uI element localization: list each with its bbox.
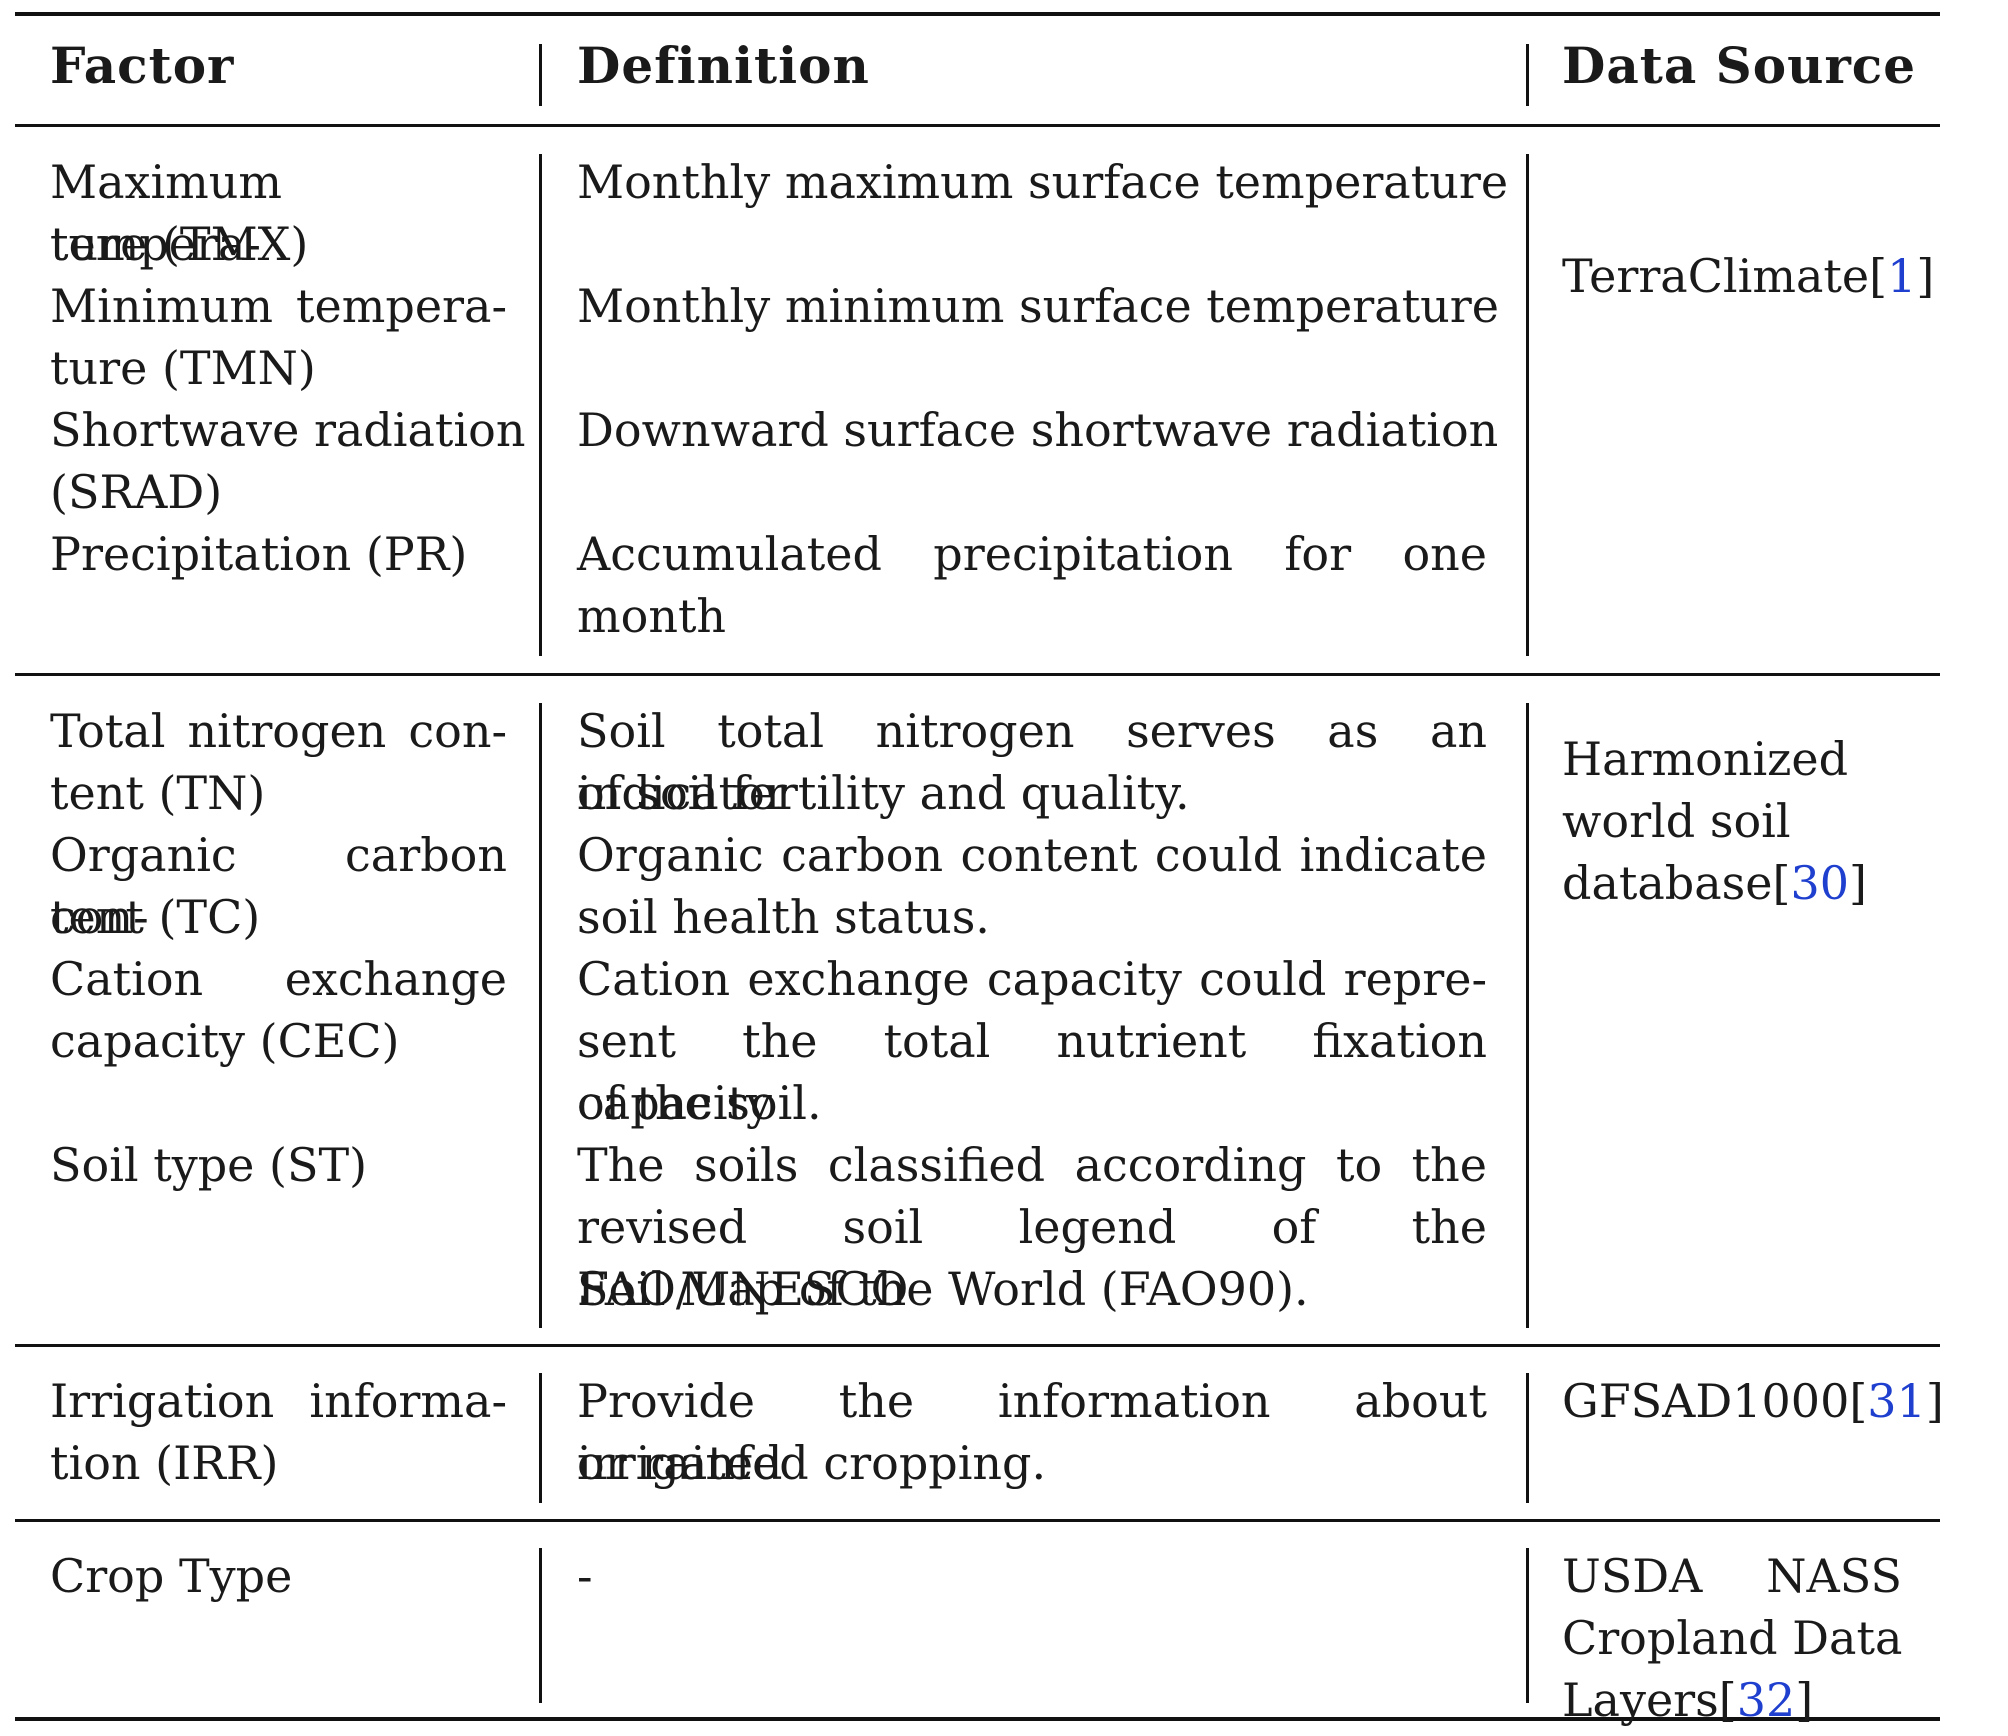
column-separator: [539, 44, 542, 106]
definition-line: month: [577, 589, 727, 643]
factor-line: Soil type (ST): [50, 1138, 368, 1192]
source-cell: USDA NASS Cropland Data Layers[32]: [1562, 1545, 1902, 1731]
factor-line: Shortwave radiation: [50, 403, 526, 457]
definition-line: soil health status.: [577, 890, 990, 944]
header-definition: Definition: [577, 36, 870, 95]
citation-link[interactable]: 30: [1790, 856, 1849, 910]
factor-line: tion (IRR): [50, 1436, 279, 1490]
factor-line: tent (TC): [50, 890, 261, 944]
header-data-source: Data Source: [1562, 36, 1917, 95]
column-separator: [539, 154, 542, 656]
group-rule: [15, 673, 1940, 676]
factor-line: Minimum tempera-: [50, 279, 507, 333]
definition-line: Monthly maximum surface temperature: [577, 155, 1509, 209]
source-line: database[30]: [1562, 856, 1867, 910]
source-cell: GFSAD1000[31]: [1562, 1370, 1962, 1432]
definition-line: Accumulated precipitation for one: [577, 527, 1487, 581]
factor-line: Total nitrogen con-: [50, 704, 507, 758]
column-separator: [1526, 703, 1529, 1328]
header-rule: [15, 124, 1940, 127]
source-name: Layers: [1562, 1673, 1719, 1727]
definition-line: Downward surface shortwave radiation: [577, 403, 1499, 457]
definition-line: of soil fertility and quality.: [577, 766, 1190, 820]
column-separator: [1526, 1373, 1529, 1503]
definition-line: Provide the information about irrigated: [577, 1374, 1487, 1490]
factor-line: Irrigation informa-: [50, 1374, 507, 1428]
definition-cell: Monthly maximum surface temperature Mont…: [577, 151, 1509, 647]
header-factor: Factor: [50, 36, 235, 95]
citation-link[interactable]: 31: [1867, 1374, 1926, 1428]
source-line: Layers[32]: [1562, 1673, 1814, 1727]
factor-cell: Crop Type: [50, 1545, 507, 1607]
column-separator: [1526, 1548, 1529, 1703]
definition-line: Organic carbon content could indicate: [577, 828, 1487, 882]
source-name: TerraClimate: [1562, 249, 1870, 303]
source-line: GFSAD1000[31]: [1562, 1374, 1944, 1428]
column-separator: [539, 703, 542, 1328]
source-name: database: [1562, 856, 1773, 910]
group-rule: [15, 1519, 1940, 1522]
column-separator: [539, 1373, 542, 1503]
factor-line: (SRAD): [50, 465, 223, 519]
definition-line: revised soil legend of the FAO/UNESCO: [577, 1200, 1487, 1316]
group-rule: [15, 1344, 1940, 1347]
factor-line: Crop Type: [50, 1549, 293, 1603]
citation-link[interactable]: 32: [1736, 1673, 1796, 1727]
column-separator: [1526, 154, 1529, 656]
bottom-rule: [15, 1717, 1940, 1721]
factor-line: tent (TN): [50, 766, 266, 820]
definition-line: sent the total nutrient fixation capacit…: [577, 1014, 1487, 1130]
factor-line: ture (TMX): [50, 217, 309, 271]
definition-line: The soils classified according to the: [577, 1138, 1487, 1192]
definition-cell: -: [577, 1545, 1487, 1607]
source-line: Cropland Data: [1562, 1611, 1903, 1665]
definition-cell: Provide the information about irrigated …: [577, 1370, 1487, 1494]
citation-link[interactable]: 1: [1887, 249, 1917, 303]
factor-line: Cation exchange: [50, 952, 507, 1006]
source-line: Harmonized: [1562, 732, 1849, 786]
factor-cell: Total nitrogen con- tent (TN) Organic ca…: [50, 700, 507, 1196]
definition-line: Monthly minimum surface temperature: [577, 279, 1500, 333]
definition-line: -: [577, 1549, 593, 1603]
factor-line: Precipitation (PR): [50, 527, 468, 581]
definition-line: Soil Map of the World (FAO90).: [577, 1262, 1309, 1316]
factor-line: ture (TMN): [50, 341, 316, 395]
factor-cell: Irrigation informa- tion (IRR): [50, 1370, 507, 1494]
factor-line: capacity (CEC): [50, 1014, 400, 1068]
column-separator: [539, 1548, 542, 1703]
factor-line: Organic carbon con-: [50, 828, 507, 944]
source-cell: Harmonized world soil database[30]: [1562, 728, 1922, 914]
column-separator: [1526, 44, 1529, 106]
source-name: GFSAD1000: [1562, 1374, 1850, 1428]
factor-line: Maximum tempera-: [50, 155, 283, 271]
definition-line: Soil total nitrogen serves as an indicat…: [577, 704, 1487, 820]
source-line: USDA NASS: [1562, 1549, 1902, 1603]
top-rule: [15, 12, 1940, 16]
definition-line: Cation exchange capacity could repre-: [577, 952, 1487, 1006]
source-cell: TerraClimate[1]: [1562, 245, 1935, 307]
source-line: world soil: [1562, 794, 1791, 848]
definition-cell: Soil total nitrogen serves as an indicat…: [577, 700, 1487, 1320]
definition-line: of the soil.: [577, 1076, 822, 1130]
factor-cell: Maximum tempera- ture (TMX) Minimum temp…: [50, 151, 526, 585]
definition-line: or rainfed cropping.: [577, 1436, 1047, 1490]
source-line: TerraClimate[1]: [1562, 249, 1935, 303]
